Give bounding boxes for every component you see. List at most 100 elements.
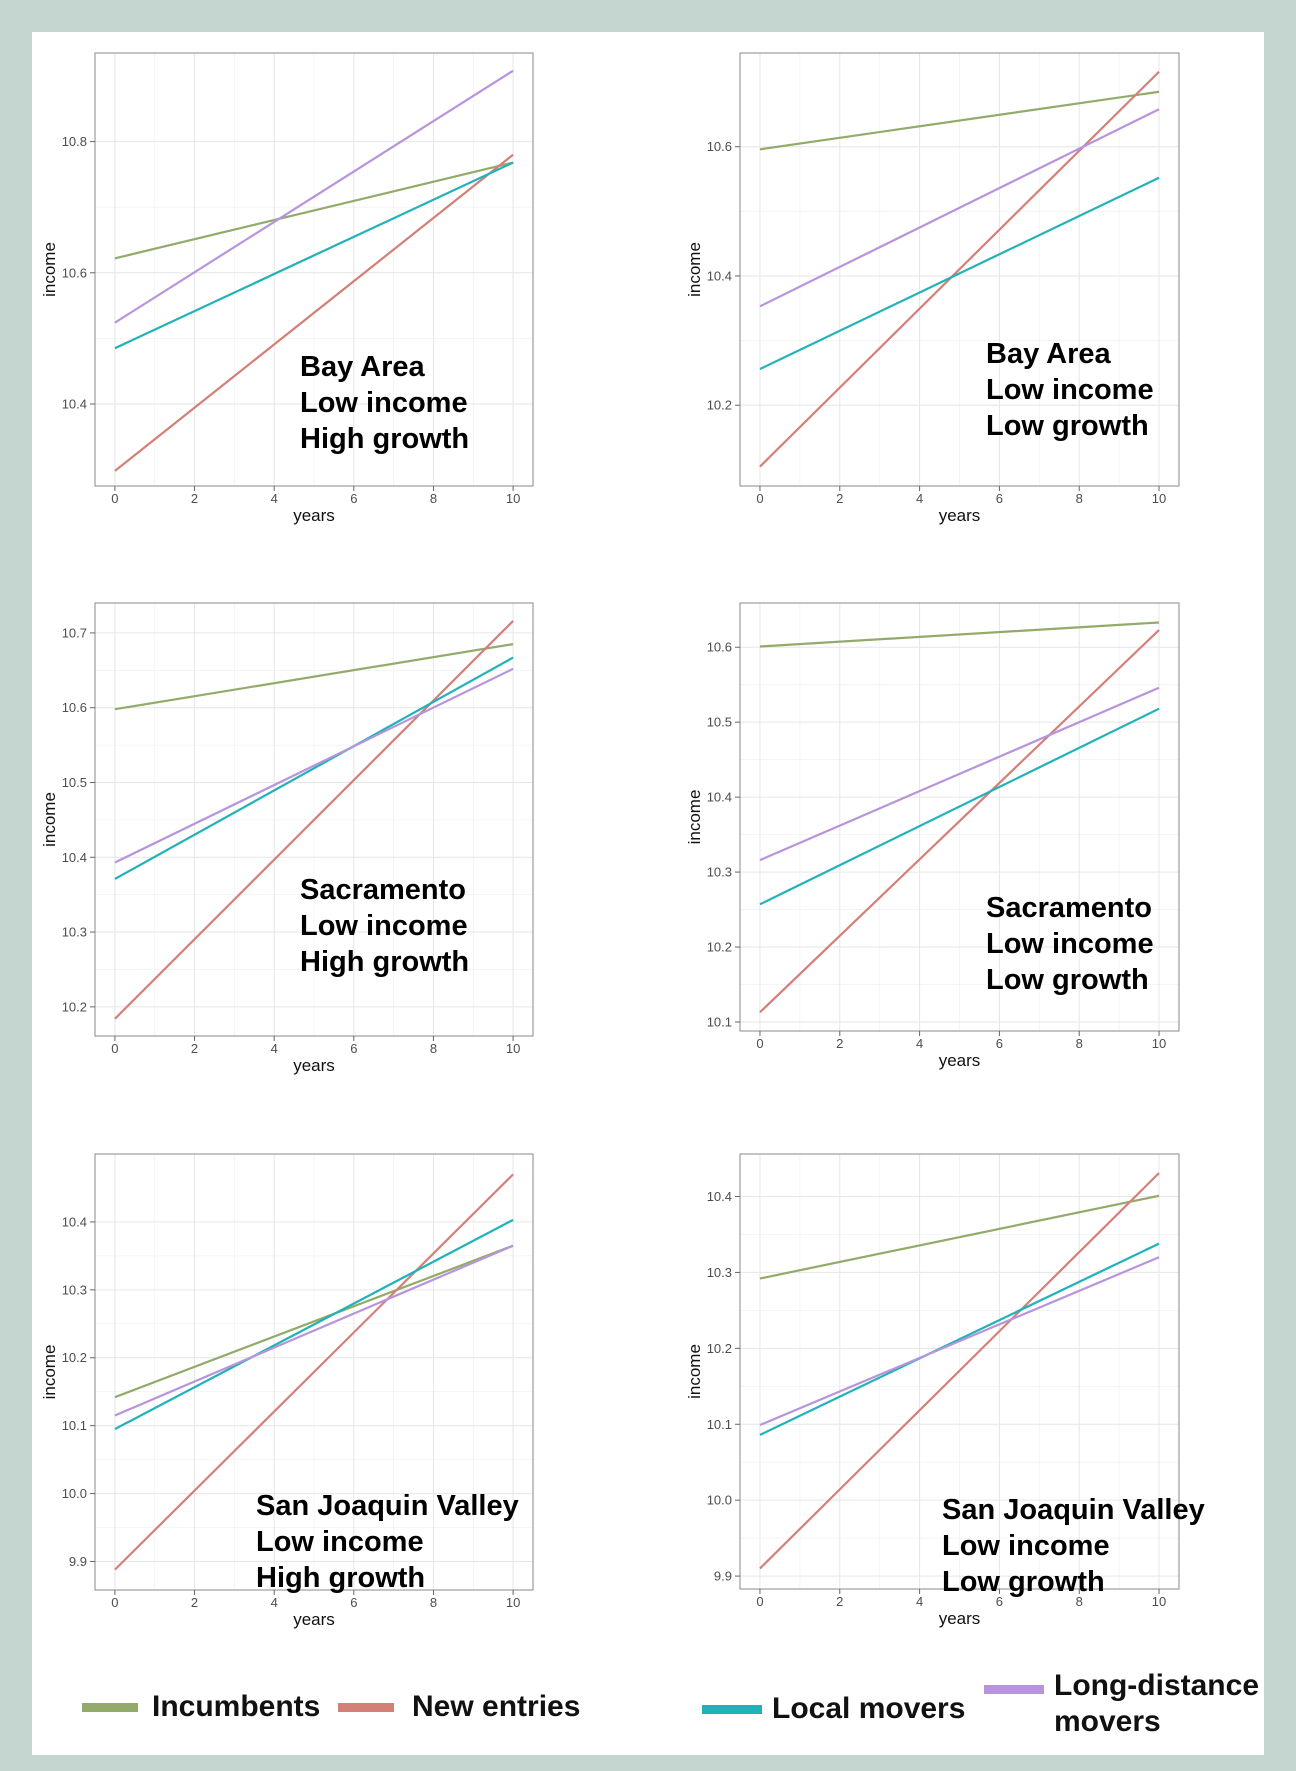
annotation-line: Low growth [986,964,1149,996]
series-lines [759,70,1160,468]
series-line-new-entries [114,620,514,1020]
series-line-long-distance-movers [114,69,514,324]
series-lines [759,621,1160,1014]
series-line-local-movers [114,161,514,350]
legend-label-long-distance-movers-line2: movers [1054,1705,1161,1738]
y-tick-label: 10.4 [707,790,732,805]
figure-panel: 0 2 4 6 8 10 10.4 10.6 10.8 years income Bay Area Lo… [32,32,1264,1755]
x-tick-label: 4 [916,1036,923,1051]
plot-frame [739,1153,1180,1590]
y-tick-label: 10.2 [707,1341,732,1356]
x-tick-label: 8 [1076,491,1083,506]
y-axis-label: income [685,790,704,845]
y-tick-label: 10.2 [62,1350,87,1365]
y-tick-label: 10.5 [62,775,87,790]
series-line-incumbents [759,1194,1160,1280]
x-tick-label: 8 [1076,1594,1083,1609]
x-tick-label: 6 [996,1594,1003,1609]
legend-label-new-entries: New entries [412,1690,581,1723]
x-tick-label: 4 [271,491,278,506]
y-axis-label: income [685,1344,704,1399]
x-tick-label: 8 [1076,1036,1083,1051]
x-tick-label: 10 [1152,1594,1166,1609]
annotation-line: San Joaquin Valley [942,1494,1205,1526]
y-tick-label: 10.4 [62,1214,87,1229]
legend-swatch-local-movers [702,1705,762,1714]
series-line-new-entries [114,1173,514,1571]
y-tick-label: 10.3 [62,1282,87,1297]
x-tick-label: 0 [756,491,763,506]
series-line-incumbents [114,643,514,711]
legend-swatch-long-distance-movers [984,1685,1044,1694]
x-tick-label: 2 [191,1041,198,1056]
x-tick-label: 8 [430,1595,437,1610]
annotation-line: Low income [986,374,1154,406]
x-tick-label: 0 [111,491,118,506]
y-tick-label: 10.0 [707,1493,732,1508]
y-axis-label: income [685,242,704,297]
series-line-long-distance-movers [759,1256,1160,1427]
plot-frame [94,1153,534,1591]
x-tick-label: 2 [836,1036,843,1051]
plot-frame [739,602,1180,1032]
x-tick-label: 10 [1152,491,1166,506]
series-line-incumbents [759,90,1160,151]
annotation-line: Sacramento [986,892,1152,924]
y-tick-label: 10.0 [62,1486,87,1501]
x-tick-label: 6 [350,491,357,506]
y-axis-label: income [40,1345,59,1400]
series-line-incumbents [114,161,514,260]
series-lines [759,1172,1160,1570]
legend-label-local-movers: Local movers [772,1692,966,1725]
y-axis-label: income [40,242,59,297]
x-tick-label: 6 [996,1036,1003,1051]
y-tick-label: 10.8 [62,134,87,149]
y-tick-label: 10.2 [62,999,87,1014]
chart-sacramento-low-growth: 0 2 4 6 8 10 10.1 10.2 10.3 10.4 10.5 10.6 years inco… [685,602,1180,1070]
annotation-line: Low growth [986,410,1149,442]
annotation-line: Sacramento [300,874,466,906]
series-lines [114,69,514,472]
y-tick-label: 10.6 [62,265,87,280]
annotation-line: Low income [942,1530,1110,1562]
series-line-incumbents [114,1244,514,1399]
series-line-incumbents [759,621,1160,648]
y-tick-label: 10.4 [62,396,87,411]
x-axis-label: years [939,1051,981,1070]
y-tick-label: 10.6 [62,700,87,715]
plot-frame [94,602,534,1037]
y-tick-label: 10.3 [707,1265,732,1280]
x-axis-label: years [939,506,981,525]
series-line-long-distance-movers [114,667,514,864]
y-tick-label: 10.2 [707,398,732,413]
plot-frame [739,52,1180,487]
chart-san-joaquin-low-growth: 0 2 4 6 8 10 9.9 10.0 10.1 10.2 10.3 10.4 years incom… [685,1153,1205,1628]
annotation-line: Bay Area [300,351,426,383]
x-tick-label: 2 [836,1594,843,1609]
legend-label-incumbents: Incumbents [152,1690,321,1723]
chart-bay-area-high-growth: 0 2 4 6 8 10 10.4 10.6 10.8 years income Bay Area Lo… [40,52,534,525]
annotation-line: High growth [256,1562,425,1594]
series-line-local-movers [759,1242,1160,1436]
x-tick-label: 0 [111,1595,118,1610]
annotation-line: High growth [300,423,469,455]
x-tick-label: 0 [756,1036,763,1051]
y-tick-label: 10.4 [707,268,732,283]
y-tick-label: 10.2 [707,940,732,955]
gridlines [95,53,533,486]
y-tick-label: 10.4 [62,850,87,865]
x-tick-label: 10 [506,491,520,506]
y-axis-label: income [40,792,59,847]
series-line-new-entries [759,629,1160,1014]
x-tick-label: 8 [430,1041,437,1056]
x-axis-label: years [293,1610,335,1629]
x-tick-label: 8 [430,491,437,506]
annotation-line: High growth [300,946,469,978]
y-tick-label: 10.3 [62,925,87,940]
plot-frame [94,52,534,487]
annotation-line: Low income [256,1526,424,1558]
series-line-new-entries [759,70,1160,468]
legend-swatch-new-entries [338,1703,394,1712]
x-tick-label: 6 [350,1595,357,1610]
annotation-line: Low income [986,928,1154,960]
